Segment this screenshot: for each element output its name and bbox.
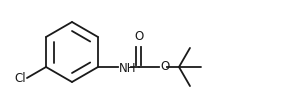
Text: O: O (134, 30, 144, 43)
Text: Cl: Cl (14, 71, 26, 84)
Text: O: O (160, 60, 169, 74)
Text: NH: NH (119, 61, 137, 74)
